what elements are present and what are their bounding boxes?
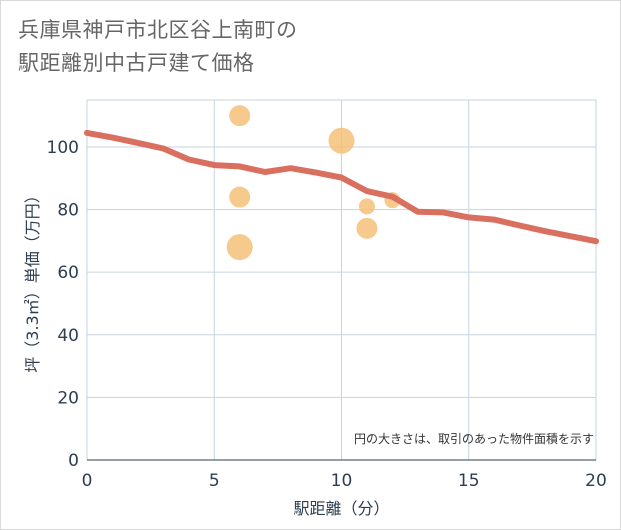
y-tick-label: 100 xyxy=(47,138,79,158)
x-tick-label: 10 xyxy=(331,471,353,491)
y-tick-label: 40 xyxy=(57,326,79,346)
x-tick-label: 0 xyxy=(82,471,93,491)
x-axis-label: 駅距離（分） xyxy=(293,499,389,518)
chart-title: 兵庫県神戸市北区谷上南町の 駅距離別中古戸建て価格 xyxy=(18,14,298,80)
bubble-point xyxy=(328,127,355,154)
y-axis-label: 坪（3.3㎡）単価（万円） xyxy=(23,187,42,372)
trend-line xyxy=(84,129,599,245)
chart-title-line-1: 兵庫県神戸市北区谷上南町の xyxy=(18,18,298,42)
y-tick-label: 80 xyxy=(57,201,79,221)
chart-title-line-2: 駅距離別中古戸建て価格 xyxy=(18,51,255,75)
bubble-point xyxy=(358,198,375,215)
y-tick-label: 20 xyxy=(57,388,79,408)
bubble-point xyxy=(229,186,251,208)
bubble-point xyxy=(226,234,253,261)
x-tick-label: 5 xyxy=(209,471,220,491)
grid-lines xyxy=(86,99,597,461)
bubble-point xyxy=(356,217,378,239)
x-tick-label: 15 xyxy=(458,471,480,491)
bubble-layer xyxy=(226,105,401,261)
y-tick-label: 60 xyxy=(57,263,79,283)
x-tick-label: 20 xyxy=(585,471,607,491)
bubble-size-note: 円の大きさは、取引のあった物件面積を示す xyxy=(354,431,594,446)
tick-labels: 0 5 10 15 20 0 20 40 60 80 100 xyxy=(47,138,607,491)
y-tick-label: 0 xyxy=(68,451,79,471)
bubble-point xyxy=(229,105,251,127)
